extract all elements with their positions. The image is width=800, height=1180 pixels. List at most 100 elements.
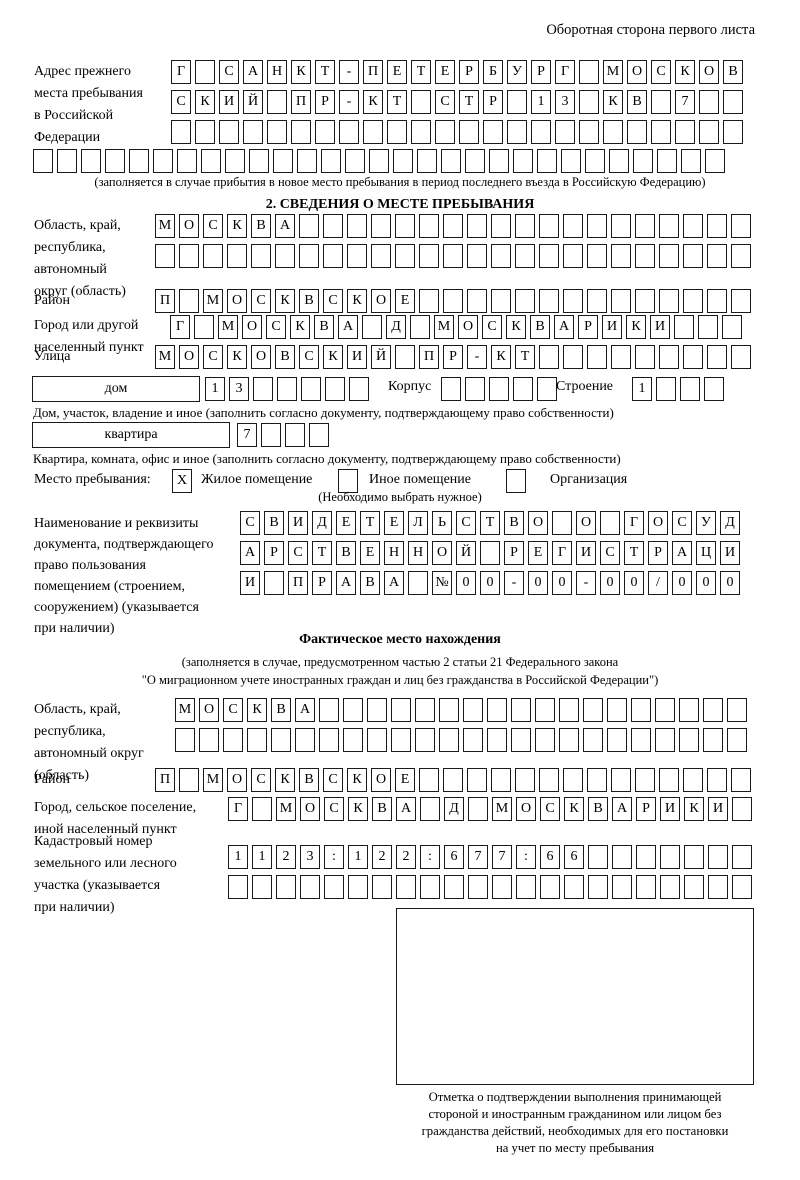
document-r1-cell-19[interactable]: Ц [696, 541, 716, 565]
cadastral-r0-cell-0[interactable]: 1 [228, 845, 248, 869]
cadastral-r0-cell-10[interactable]: 7 [468, 845, 488, 869]
cadastral-r0-cell-19[interactable] [684, 845, 704, 869]
cadastral-r0-cell-18[interactable] [660, 845, 680, 869]
prev-address-r1-cell-5[interactable]: П [291, 90, 311, 114]
prev-address-r2-cell-18[interactable] [603, 120, 623, 144]
prev-address-r2-cell-7[interactable] [339, 120, 359, 144]
city-cell-19[interactable]: К [626, 315, 646, 339]
prev-address-r2-cell-0[interactable] [171, 120, 191, 144]
actual-region-r1-cell-21[interactable] [679, 728, 699, 752]
city-cell-18[interactable]: И [602, 315, 622, 339]
city-cell-15[interactable]: В [530, 315, 550, 339]
prev-address-r0-cell-10[interactable]: Т [411, 60, 431, 84]
actual-region-r1-cell-14[interactable] [511, 728, 531, 752]
actual-district-cell-23[interactable] [707, 768, 727, 792]
cadastral-r1-cell-13[interactable] [540, 875, 560, 899]
actual-region-r1-cell-9[interactable] [391, 728, 411, 752]
actual-city-cell-1[interactable] [252, 797, 272, 821]
street-cell-5[interactable]: В [275, 345, 295, 369]
region-r1-cell-0[interactable] [155, 244, 175, 268]
document-r1-cell-7[interactable]: Н [408, 541, 428, 565]
prev-address-r1-cell-23[interactable] [723, 90, 743, 114]
prev-address-row-2[interactable] [171, 120, 743, 144]
document-r0-cell-10[interactable]: Т [480, 511, 500, 535]
document-r1-cell-8[interactable]: О [432, 541, 452, 565]
street-cell-0[interactable]: М [155, 345, 175, 369]
document-r0-cell-6[interactable]: Е [384, 511, 404, 535]
prev-address-wide-cell-19[interactable] [489, 149, 509, 173]
actual-district-cell-4[interactable]: С [251, 768, 271, 792]
prev-address-wide-cell-2[interactable] [81, 149, 101, 173]
actual-district-cell-14[interactable] [491, 768, 511, 792]
cadastral-r1-cell-12[interactable] [516, 875, 536, 899]
prev-address-r2-cell-17[interactable] [579, 120, 599, 144]
cadastral-r1-cell-10[interactable] [468, 875, 488, 899]
prev-address-wide-cell-4[interactable] [129, 149, 149, 173]
actual-city-cell-5[interactable]: К [348, 797, 368, 821]
street-cell-6[interactable]: С [299, 345, 319, 369]
region-r1-cell-21[interactable] [659, 244, 679, 268]
region-r1-cell-12[interactable] [443, 244, 463, 268]
prev-address-r2-cell-14[interactable] [507, 120, 527, 144]
prev-address-r0-cell-7[interactable]: - [339, 60, 359, 84]
actual-district-cell-17[interactable] [563, 768, 583, 792]
prev-address-r0-cell-17[interactable] [579, 60, 599, 84]
actual-city-cell-7[interactable]: А [396, 797, 416, 821]
cadastral-r1-cell-11[interactable] [492, 875, 512, 899]
actual-district-cell-8[interactable]: К [347, 768, 367, 792]
district-cell-20[interactable] [635, 289, 655, 313]
region-r1-cell-5[interactable] [275, 244, 295, 268]
region-r1-cell-11[interactable] [419, 244, 439, 268]
district-cell-17[interactable] [563, 289, 583, 313]
cadastral-r1-cell-3[interactable] [300, 875, 320, 899]
document-r2-cell-19[interactable]: 0 [696, 571, 716, 595]
region-row-1[interactable] [155, 244, 751, 268]
prev-address-r2-cell-3[interactable] [243, 120, 263, 144]
region-r0-cell-18[interactable] [587, 214, 607, 238]
document-r1-cell-1[interactable]: Р [264, 541, 284, 565]
region-r1-cell-4[interactable] [251, 244, 271, 268]
prev-address-wide-cell-16[interactable] [417, 149, 437, 173]
prev-address-r2-cell-1[interactable] [195, 120, 215, 144]
document-r0-cell-5[interactable]: Т [360, 511, 380, 535]
document-r1-cell-6[interactable]: Н [384, 541, 404, 565]
street-cell-8[interactable]: И [347, 345, 367, 369]
korpus-cell-1[interactable] [465, 377, 485, 401]
prev-address-r0-cell-13[interactable]: Б [483, 60, 503, 84]
prev-address-wide-cell-15[interactable] [393, 149, 413, 173]
prev-address-r1-cell-12[interactable]: Т [459, 90, 479, 114]
actual-city-cell-2[interactable]: М [276, 797, 296, 821]
actual-city-cell-15[interactable]: В [588, 797, 608, 821]
actual-region-r1-cell-1[interactable] [199, 728, 219, 752]
district-cell-1[interactable] [179, 289, 199, 313]
document-r2-cell-11[interactable]: - [504, 571, 524, 595]
actual-city-cell-8[interactable] [420, 797, 440, 821]
prev-address-r2-cell-15[interactable] [531, 120, 551, 144]
region-r0-cell-5[interactable]: А [275, 214, 295, 238]
street-cell-12[interactable]: Р [443, 345, 463, 369]
actual-city-cell-10[interactable] [468, 797, 488, 821]
prev-address-wide-cell-8[interactable] [225, 149, 245, 173]
actual-district-cell-1[interactable] [179, 768, 199, 792]
region-r0-cell-1[interactable]: О [179, 214, 199, 238]
document-r1-cell-5[interactable]: Е [360, 541, 380, 565]
region-r1-cell-3[interactable] [227, 244, 247, 268]
region-r1-cell-8[interactable] [347, 244, 367, 268]
district-cell-19[interactable] [611, 289, 631, 313]
city-cell-9[interactable]: Д [386, 315, 406, 339]
actual-region-r0-cell-1[interactable]: О [199, 698, 219, 722]
actual-city-cell-6[interactable]: В [372, 797, 392, 821]
document-r2-cell-10[interactable]: 0 [480, 571, 500, 595]
cadastral-r0-cell-13[interactable]: 6 [540, 845, 560, 869]
actual-region-r0-cell-23[interactable] [727, 698, 747, 722]
district-cell-4[interactable]: С [251, 289, 271, 313]
house-cell-2[interactable] [253, 377, 273, 401]
actual-region-r1-cell-19[interactable] [631, 728, 651, 752]
city-cell-23[interactable] [722, 315, 742, 339]
actual-region-r1-cell-5[interactable] [295, 728, 315, 752]
actual-region-r1-cell-22[interactable] [703, 728, 723, 752]
district-cell-21[interactable] [659, 289, 679, 313]
